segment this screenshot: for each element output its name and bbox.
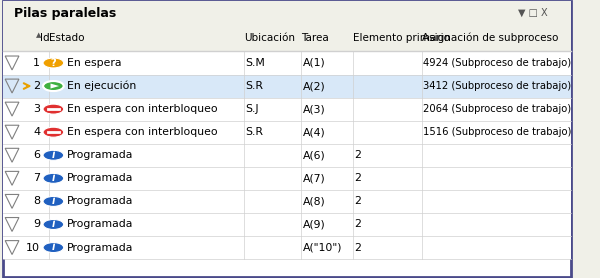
FancyBboxPatch shape xyxy=(3,190,571,213)
Text: Programada: Programada xyxy=(67,197,134,206)
Text: En espera con interbloqueo: En espera con interbloqueo xyxy=(67,104,218,114)
Text: 7: 7 xyxy=(33,173,40,183)
Text: ▲: ▲ xyxy=(36,33,41,38)
Text: 4924 (Subproceso de trabajo): 4924 (Subproceso de trabajo) xyxy=(423,58,571,68)
Text: Elemento primario: Elemento primario xyxy=(353,33,450,43)
Text: ▼ □ X: ▼ □ X xyxy=(518,8,548,18)
Text: Tarea: Tarea xyxy=(301,33,329,43)
Circle shape xyxy=(43,104,64,114)
FancyBboxPatch shape xyxy=(3,167,571,190)
FancyBboxPatch shape xyxy=(3,1,571,25)
Text: A(1): A(1) xyxy=(302,58,325,68)
Text: 8: 8 xyxy=(33,197,40,206)
Text: 10: 10 xyxy=(26,243,40,252)
Circle shape xyxy=(43,196,64,206)
Text: Programada: Programada xyxy=(67,220,134,229)
Text: i: i xyxy=(52,173,55,183)
Text: 2: 2 xyxy=(354,197,361,206)
Text: Programada: Programada xyxy=(67,150,134,160)
Text: A(7): A(7) xyxy=(302,173,325,183)
FancyBboxPatch shape xyxy=(3,213,571,236)
Text: i: i xyxy=(52,219,55,229)
Text: i: i xyxy=(52,242,55,252)
Polygon shape xyxy=(50,83,59,88)
Circle shape xyxy=(43,127,64,137)
Text: 2: 2 xyxy=(354,243,361,252)
Text: 9: 9 xyxy=(33,220,40,229)
FancyBboxPatch shape xyxy=(3,236,571,259)
Text: A("10"): A("10") xyxy=(302,243,342,252)
FancyBboxPatch shape xyxy=(3,25,571,51)
Text: 2: 2 xyxy=(33,81,40,91)
Circle shape xyxy=(43,242,64,252)
Text: A(8): A(8) xyxy=(302,197,325,206)
Text: A(6): A(6) xyxy=(302,150,325,160)
Text: Estado: Estado xyxy=(49,33,84,43)
FancyBboxPatch shape xyxy=(3,98,571,121)
Text: S.R: S.R xyxy=(245,127,263,137)
Text: 2: 2 xyxy=(354,173,361,183)
FancyBboxPatch shape xyxy=(3,51,571,75)
Text: A(9): A(9) xyxy=(302,220,325,229)
Text: 1: 1 xyxy=(33,58,40,68)
Text: En espera con interbloqueo: En espera con interbloqueo xyxy=(67,127,218,137)
Text: 4: 4 xyxy=(33,127,40,137)
Text: En espera: En espera xyxy=(67,58,122,68)
FancyBboxPatch shape xyxy=(3,121,571,144)
Circle shape xyxy=(43,220,64,230)
Text: A(4): A(4) xyxy=(302,127,325,137)
Text: Programada: Programada xyxy=(67,243,134,252)
Text: 6: 6 xyxy=(33,150,40,160)
Text: S.J: S.J xyxy=(245,104,259,114)
FancyBboxPatch shape xyxy=(3,144,571,167)
Text: Asignación de subproceso: Asignación de subproceso xyxy=(422,33,558,43)
Text: En ejecución: En ejecución xyxy=(67,81,136,91)
Text: S.R: S.R xyxy=(245,81,263,91)
Circle shape xyxy=(43,58,64,68)
Text: A(3): A(3) xyxy=(302,104,325,114)
Text: A(2): A(2) xyxy=(302,81,325,91)
Text: Programada: Programada xyxy=(67,173,134,183)
Text: S.M: S.M xyxy=(245,58,265,68)
Text: Pilas paralelas: Pilas paralelas xyxy=(14,7,116,20)
Text: ?: ? xyxy=(50,58,56,68)
Text: 1516 (Subproceso de trabajo): 1516 (Subproceso de trabajo) xyxy=(423,127,571,137)
FancyBboxPatch shape xyxy=(3,75,571,98)
Text: Ubicación: Ubicación xyxy=(244,33,295,43)
Text: Id.: Id. xyxy=(40,33,53,43)
Text: 3: 3 xyxy=(33,104,40,114)
Text: 2: 2 xyxy=(354,220,361,229)
FancyBboxPatch shape xyxy=(3,1,571,277)
Circle shape xyxy=(43,150,64,160)
Text: 3412 (Subproceso de trabajo): 3412 (Subproceso de trabajo) xyxy=(423,81,571,91)
Text: i: i xyxy=(52,150,55,160)
Text: 2064 (Subproceso de trabajo): 2064 (Subproceso de trabajo) xyxy=(423,104,571,114)
Text: 2: 2 xyxy=(354,150,361,160)
Circle shape xyxy=(43,173,64,183)
Text: i: i xyxy=(52,196,55,206)
Circle shape xyxy=(43,81,64,91)
